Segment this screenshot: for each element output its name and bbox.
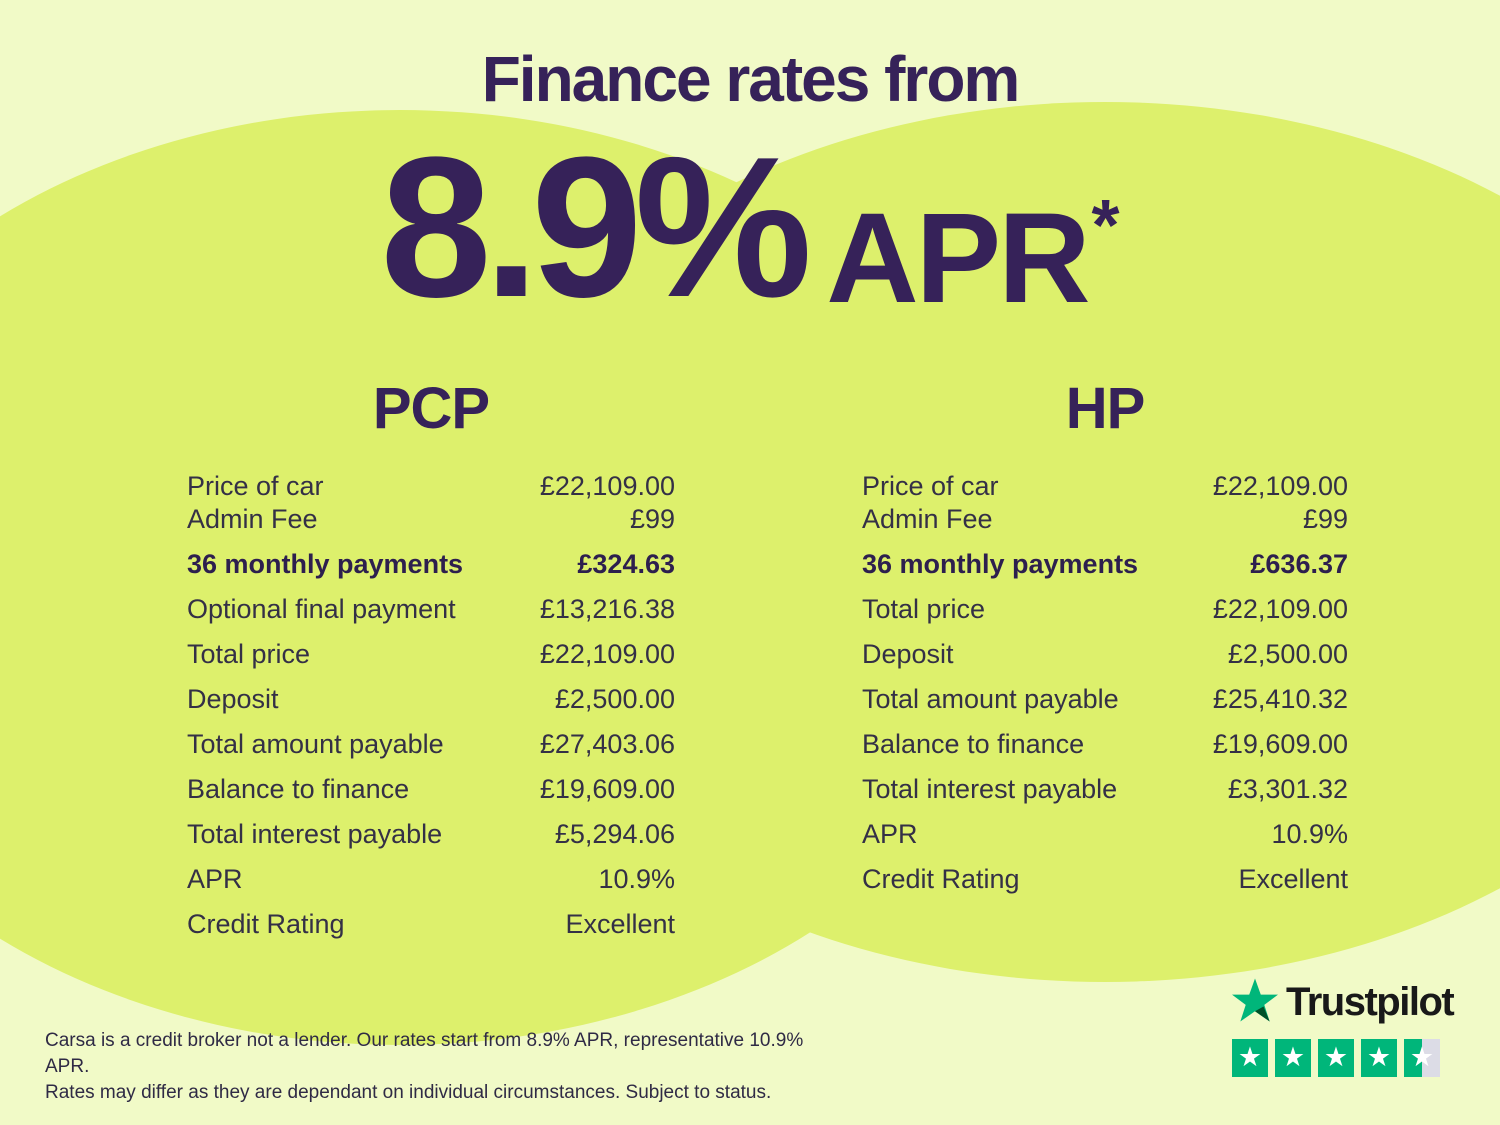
table-row: Optional final payment £13,216.38	[187, 593, 675, 626]
row-label: Price of car	[862, 471, 999, 501]
table-row: Total amount payable £27,403.06	[187, 728, 675, 761]
row-value: 10.9%	[1271, 819, 1348, 849]
row-label: Credit Rating	[187, 909, 345, 939]
row-value: Excellent	[565, 909, 675, 939]
row-value: £3,301.32	[1227, 774, 1348, 804]
row-label: Total interest payable	[187, 819, 443, 849]
table-row: 36 monthly payments £636.37	[862, 548, 1348, 581]
table-row: Total interest payable £5,294.06	[187, 818, 675, 851]
trustpilot-star-tile: ★	[1318, 1039, 1354, 1077]
row-value: £19,609.00	[539, 774, 675, 804]
row-label: Balance to finance	[187, 774, 410, 804]
trustpilot-star-tile: ★	[1361, 1039, 1397, 1077]
row-value: £27,403.06	[539, 729, 675, 759]
hp-table: HP Price of car £22,109.00 Admin Fee £99…	[862, 380, 1348, 896]
table-row: Price of car £22,109.00	[187, 470, 675, 503]
pcp-table-rows: Price of car £22,109.00 Admin Fee £99 36…	[187, 470, 675, 941]
row-label: Price of car	[187, 471, 324, 501]
trustpilot-star-tile: ★	[1232, 1039, 1268, 1077]
row-value: £22,109.00	[1212, 471, 1348, 501]
disclaimer-line-1: Carsa is a credit broker not a lender. O…	[45, 1030, 804, 1077]
table-row: Total price £22,109.00	[862, 593, 1348, 626]
pcp-table-title: PCP	[372, 376, 490, 441]
table-row: Admin Fee £99	[862, 503, 1348, 536]
disclaimer-text: Carsa is a credit broker not a lender. O…	[45, 1028, 825, 1106]
disclaimer-line-2: Rates may differ as they are dependant o…	[45, 1082, 772, 1103]
table-row: Price of car £22,109.00	[862, 470, 1348, 503]
table-row: Deposit £2,500.00	[862, 638, 1348, 671]
row-value: £22,109.00	[539, 471, 675, 501]
rate-unit: APR	[826, 186, 1090, 330]
headline-kicker: Finance rates from	[481, 43, 1021, 115]
trustpilot-logo: Trustpilot	[1232, 978, 1455, 1027]
background-circle-right	[465, 102, 1500, 982]
rate-value: 8.9%	[380, 116, 812, 339]
trustpilot-badge: Trustpilot ★ ★ ★ ★ ★	[1232, 978, 1455, 1077]
table-row: Balance to finance £19,609.00	[187, 773, 675, 806]
row-label: Total amount payable	[187, 729, 444, 759]
row-label: Admin Fee	[187, 504, 318, 534]
headline-rate: 8.9% APR *	[0, 128, 1500, 328]
row-value: £5,294.06	[554, 819, 675, 849]
row-label: Total amount payable	[862, 684, 1119, 714]
row-value: £22,109.00	[1212, 594, 1348, 624]
row-value: £2,500.00	[1227, 639, 1348, 669]
row-label: Admin Fee	[862, 504, 993, 534]
trustpilot-star-tile-half: ★	[1404, 1039, 1440, 1077]
table-row: Balance to finance £19,609.00	[862, 728, 1348, 761]
hp-table-title: HP	[1065, 376, 1146, 441]
table-row: APR 10.9%	[187, 863, 675, 896]
row-label: Deposit	[862, 639, 954, 669]
row-value: £22,109.00	[539, 639, 675, 669]
row-label: 36 monthly payments	[862, 549, 1139, 579]
trustpilot-rating-stars: ★ ★ ★ ★ ★	[1232, 1039, 1447, 1077]
row-value: £19,609.00	[1212, 729, 1348, 759]
row-label: Total price	[862, 594, 986, 624]
pcp-table: PCP Price of car £22,109.00 Admin Fee £9…	[187, 380, 675, 941]
row-label: APR	[862, 819, 918, 849]
row-label: Credit Rating	[862, 864, 1020, 894]
table-row: Total interest payable £3,301.32	[862, 773, 1348, 806]
row-label: Optional final payment	[187, 594, 456, 624]
table-row: Total amount payable £25,410.32	[862, 683, 1348, 716]
row-label: Deposit	[187, 684, 279, 714]
trustpilot-star-tile: ★	[1275, 1039, 1311, 1077]
row-value: Excellent	[1238, 864, 1348, 894]
table-row: Deposit £2,500.00	[187, 683, 675, 716]
table-row: Total price £22,109.00	[187, 638, 675, 671]
row-label: Total interest payable	[862, 774, 1118, 804]
table-row: 36 monthly payments £324.63	[187, 548, 675, 581]
table-row: Credit Rating Excellent	[187, 908, 675, 941]
row-value: £13,216.38	[539, 594, 675, 624]
table-row: Credit Rating Excellent	[862, 863, 1348, 896]
row-label: Total price	[187, 639, 311, 669]
hp-table-rows: Price of car £22,109.00 Admin Fee £99 36…	[862, 470, 1348, 896]
row-label: 36 monthly payments	[187, 549, 464, 579]
row-value: £99	[629, 504, 675, 534]
row-value: £324.63	[577, 549, 675, 579]
row-label: Balance to finance	[862, 729, 1085, 759]
trustpilot-star-icon	[1232, 978, 1278, 1027]
row-value: £99	[1302, 504, 1348, 534]
row-value: £636.37	[1250, 549, 1348, 579]
row-value: £25,410.32	[1212, 684, 1348, 714]
rate-asterisk: *	[1091, 186, 1120, 266]
table-row: Admin Fee £99	[187, 503, 675, 536]
trustpilot-wordmark: Trustpilot	[1286, 980, 1455, 1024]
row-value: 10.9%	[598, 864, 675, 894]
table-row: APR 10.9%	[862, 818, 1348, 851]
row-label: APR	[187, 864, 243, 894]
row-value: £2,500.00	[554, 684, 675, 714]
